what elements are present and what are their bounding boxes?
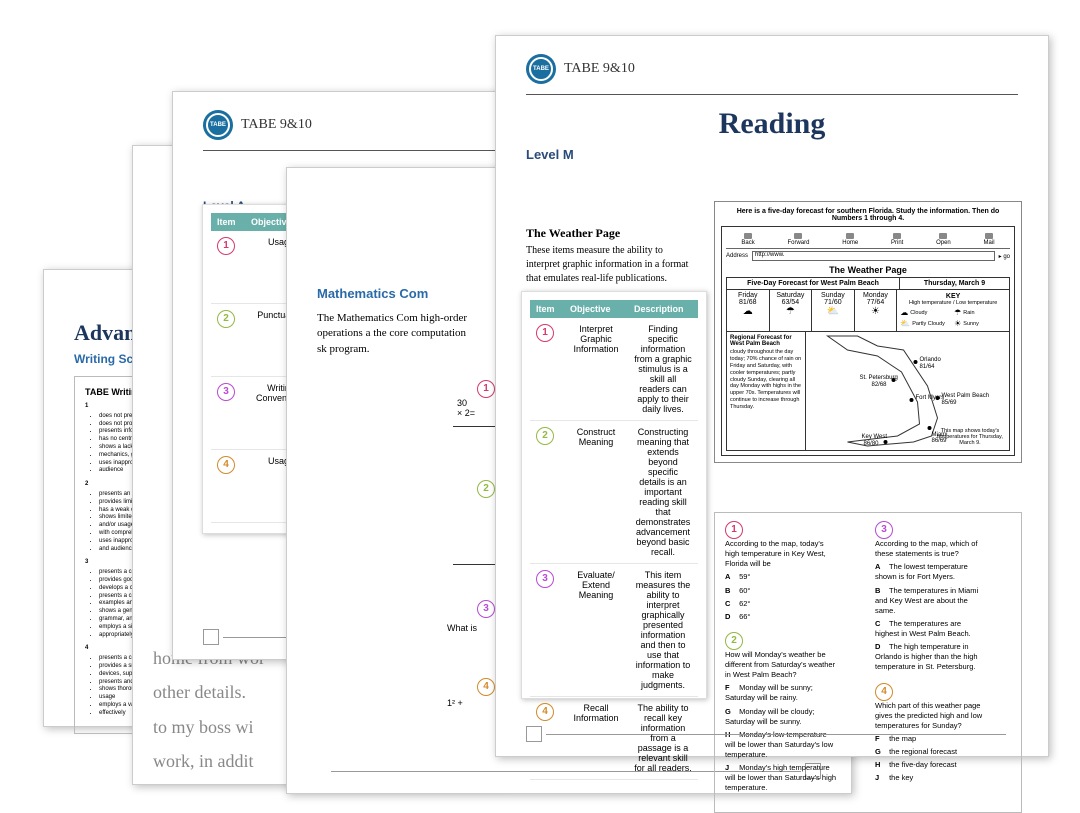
florida-map: Orlando81/64 St. Petersburg82/68 Fort My… xyxy=(806,332,1009,450)
question: 2 How will Monday's weather be different… xyxy=(725,632,861,794)
svg-text:Fort Myers: Fort Myers xyxy=(916,395,945,401)
weather-instruction: Here is a five-day forecast for southern… xyxy=(721,208,1015,222)
reading-intro: The Weather Page These items measure the… xyxy=(526,226,696,286)
print-icon: Print xyxy=(891,233,903,246)
logo-icon: TABE xyxy=(203,110,233,140)
reading-title: Reading xyxy=(526,107,1018,141)
svg-text:West Palm Beach: West Palm Beach xyxy=(942,393,990,399)
table-row: 3 Evaluate/ Extend Meaning This item mea… xyxy=(530,564,698,697)
browser-toolbar: Back Forward Home Print Open Mail xyxy=(726,231,1010,249)
svg-text:82/68: 82/68 xyxy=(872,382,888,388)
key-item: ☀ Sunny xyxy=(954,319,1006,328)
question: 1 According to the map, today's high tem… xyxy=(725,521,861,622)
svg-text:Orlando: Orlando xyxy=(920,357,942,363)
svg-text:St. Petersburg: St. Petersburg xyxy=(860,375,898,381)
table-row: 1 Interpret Graphic Information Finding … xyxy=(530,318,698,421)
math-q3: 3 xyxy=(477,598,495,618)
back-icon: Back xyxy=(741,233,754,246)
forecast-day: Sunday71/60⛅ xyxy=(812,290,855,331)
svg-text:81/64: 81/64 xyxy=(920,364,936,370)
logo: TABE TABE 9&10 xyxy=(526,54,635,84)
logo-icon: TABE xyxy=(526,54,556,84)
logo-text: TABE 9&10 xyxy=(564,61,635,77)
svg-text:86/80: 86/80 xyxy=(864,441,880,447)
weather-browser: Back Forward Home Print Open Mail Address htt… xyxy=(721,226,1015,456)
weather-page-title: The Weather Page xyxy=(726,263,1010,277)
math-whatis: What is xyxy=(447,623,477,633)
intro-body: These items measure the ability to inter… xyxy=(526,244,696,286)
forecast-day: Saturday63/54☂ xyxy=(770,290,813,331)
weather-key: KEY High temperature / Low temperature ☁… xyxy=(897,290,1009,331)
math-q4: 4 xyxy=(477,676,495,696)
cursive-text: home from worother details.to my boss wi… xyxy=(153,641,265,778)
svg-text:85/69: 85/69 xyxy=(942,400,958,406)
regional-forecast: Regional Forecast for West Palm Beach cl… xyxy=(727,332,806,450)
math-q2: 2 xyxy=(477,478,495,498)
reading-subtitle: Level M xyxy=(526,147,1018,162)
logo: TABE TABE 9&10 xyxy=(203,110,312,140)
reading-item-table: Item Objective Description 1 Interpret G… xyxy=(530,300,698,780)
questions-box: 1 According to the map, today's high tem… xyxy=(714,512,1022,813)
forecast-day: Monday77/64☀ xyxy=(855,290,897,331)
logo-text: TABE 9&10 xyxy=(241,117,312,133)
intro-heading: The Weather Page xyxy=(526,226,696,241)
key-item: ☁︎ Cloudy xyxy=(900,308,952,317)
questions-col-2: 3 According to the map, which of these s… xyxy=(875,521,1011,804)
questions-col-1: 1 According to the map, today's high tem… xyxy=(725,521,861,804)
math-q1: 1 xyxy=(477,378,495,398)
key-item: ☂ Rain xyxy=(954,308,1006,317)
math-frac: 30× 2= xyxy=(457,398,475,418)
math-body: The Mathematics Com high-order operation… xyxy=(317,311,477,357)
svg-text:Key West: Key West xyxy=(862,434,888,440)
home-icon: Home xyxy=(842,233,858,246)
question: 3 According to the map, which of these s… xyxy=(875,521,1011,673)
page-number-box xyxy=(203,629,219,645)
address-bar: Address http://www. ▸ go xyxy=(726,249,1010,263)
mail-icon: Mail xyxy=(984,233,995,246)
table-row: 4 Recall Information The ability to reca… xyxy=(530,697,698,780)
weather-wrapper: Here is a five-day forecast for southern… xyxy=(714,201,1022,463)
five-day-forecast: Friday81/68☁︎Saturday63/54☂Sunday71/60⛅M… xyxy=(727,290,897,331)
table-row: 2 Construct Meaning Constructing meaning… xyxy=(530,421,698,564)
reading-table-overlay: Item Objective Description 1 Interpret G… xyxy=(521,291,707,699)
math-expr: 1² + xyxy=(447,698,463,708)
forecast-day: Friday81/68☁︎ xyxy=(727,290,770,331)
key-item: ⛅ Partly Cloudy xyxy=(900,319,952,328)
open-icon: Open xyxy=(936,233,951,246)
forward-icon: Forward xyxy=(787,233,809,246)
